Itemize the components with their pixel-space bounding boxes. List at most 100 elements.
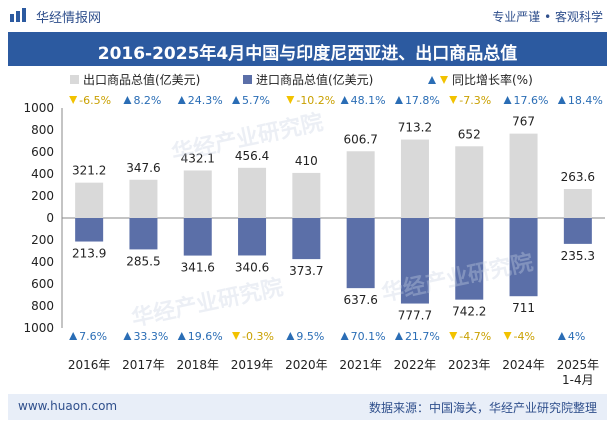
- export-growth-label: 24.3%: [188, 94, 223, 107]
- export-bar: [563, 189, 592, 218]
- export-bar: [509, 133, 538, 218]
- import-value-label: 285.5: [126, 254, 160, 268]
- footer-bar: www.huaon.com 数据来源：中国海关，华经产业研究院整理: [8, 394, 607, 420]
- export-value-label: 456.4: [235, 149, 269, 163]
- y-tick-label: 600: [31, 277, 54, 291]
- export-growth-label: -7.3%: [459, 94, 491, 107]
- export-growth-up-arrow-icon: [123, 96, 132, 104]
- import-growth-label: 4%: [568, 330, 585, 343]
- x-tick-label: 2022年: [394, 358, 437, 372]
- y-tick-label: 1000: [23, 321, 54, 335]
- export-growth-up-arrow-icon: [394, 96, 403, 104]
- import-bar: [75, 218, 104, 242]
- legend-up-arrow-icon: [428, 76, 436, 84]
- export-value-label: 321.2: [72, 164, 106, 178]
- legend-swatch-import: [243, 75, 252, 84]
- export-growth-label: 5.7%: [242, 94, 270, 107]
- x-tick-label: 2024年: [502, 358, 545, 372]
- chart-title: 2016-2025年4月中国与印度尼西亚进、出口商品总值: [97, 44, 518, 64]
- import-growth-up-arrow-icon: [340, 332, 349, 340]
- import-value-label: 742.2: [452, 305, 486, 319]
- export-growth-label: -10.2%: [296, 94, 335, 107]
- import-growth-label: 9.5%: [296, 330, 324, 343]
- x-tick-label: 2017年: [122, 358, 165, 372]
- import-growth-up-arrow-icon: [394, 332, 403, 340]
- data-source: 数据来源：中国海关，华经产业研究院整理: [368, 401, 597, 415]
- y-tick-label: 400: [31, 255, 54, 269]
- import-value-label: 373.7: [289, 264, 323, 278]
- legend-swatch-export: [70, 75, 79, 84]
- import-bar: [238, 218, 267, 256]
- import-growth-up-arrow-icon: [557, 332, 566, 340]
- legend-label-export: 出口商品总值(亿美元): [83, 72, 200, 87]
- x-tick-label: 2021年: [339, 358, 382, 372]
- import-growth-label: 70.1%: [351, 330, 386, 343]
- export-bar: [346, 151, 375, 218]
- x-tick-label: 2020年: [285, 358, 328, 372]
- export-bar: [238, 167, 267, 218]
- export-growth-down-arrow-icon: [449, 96, 458, 104]
- x-tick-label: 2025年: [557, 358, 600, 372]
- import-bar: [400, 218, 429, 304]
- chart: 出口商品总值(亿美元) 进口商品总值(亿美元) 同比增长率(%) 1000 800 600…: [23, 72, 605, 387]
- brand-name: 华经情报网: [36, 11, 102, 26]
- export-value-label: 713.2: [398, 121, 432, 135]
- import-growth-label: 33.3%: [133, 330, 168, 343]
- y-tick-label: 800: [31, 123, 54, 137]
- import-bar: [563, 218, 592, 244]
- export-value-label: 767: [512, 115, 535, 129]
- import-value-label: 341.6: [181, 261, 215, 275]
- export-growth-up-arrow-icon: [557, 96, 566, 104]
- import-growth-label: 7.6%: [79, 330, 107, 343]
- top-bar: 华经情报网 专业严谨 • 客观科学: [0, 0, 615, 30]
- export-bar: [183, 170, 212, 218]
- import-growth-label: 21.7%: [405, 330, 440, 343]
- import-bar: [183, 218, 212, 256]
- import-growth-up-arrow-icon: [123, 332, 132, 340]
- import-growth-down-arrow-icon: [232, 332, 241, 340]
- export-growth-label: 18.4%: [568, 94, 603, 107]
- import-growth-label: 19.6%: [188, 330, 223, 343]
- legend-label-import: 进口商品总值(亿美元): [256, 72, 373, 87]
- title-bar: 2016-2025年4月中国与印度尼西亚进、出口商品总值: [8, 32, 607, 66]
- x-tick-label: 1-4月: [562, 373, 594, 387]
- site-url: www.huaon.com: [18, 399, 118, 413]
- export-growth-down-arrow-icon: [69, 96, 78, 104]
- import-growth-label: -0.3%: [242, 330, 274, 343]
- export-growth-up-arrow-icon: [340, 96, 349, 104]
- import-bar: [346, 218, 375, 289]
- import-growth-down-arrow-icon: [449, 332, 458, 340]
- export-value-label: 263.6: [561, 170, 595, 184]
- export-growth-up-arrow-icon: [232, 96, 241, 104]
- export-bar: [75, 182, 104, 218]
- export-growth-label: 8.2%: [133, 94, 161, 107]
- brand-logo-icon: [10, 8, 26, 22]
- x-tick-label: 2023年: [448, 358, 491, 372]
- export-growth-label: 48.1%: [351, 94, 386, 107]
- import-bar: [292, 218, 321, 260]
- x-tick-label: 2019年: [231, 358, 274, 372]
- export-bar: [129, 179, 158, 218]
- brand-slogan: 专业严谨 • 客观科学: [492, 10, 603, 24]
- export-growth-label: 17.8%: [405, 94, 440, 107]
- import-bar: [509, 218, 538, 297]
- x-tick-label: 2016年: [68, 358, 111, 372]
- import-value-label: 213.9: [72, 247, 106, 261]
- y-tick-label: 200: [31, 189, 54, 203]
- y-tick-label: 600: [31, 145, 54, 159]
- import-value-label: 637.6: [343, 293, 377, 307]
- export-bar: [400, 139, 429, 218]
- import-growth-label: -4%: [514, 330, 535, 343]
- export-value-label: 347.6: [126, 161, 160, 175]
- legend-label-growth: 同比增长率(%): [452, 72, 533, 87]
- x-tick-label: 2018年: [176, 358, 219, 372]
- export-growth-label: -6.5%: [79, 94, 111, 107]
- export-growth-label: 17.6%: [514, 94, 549, 107]
- export-value-label: 606.7: [343, 132, 377, 146]
- export-growth-up-arrow-icon: [177, 96, 186, 104]
- import-bar: [455, 218, 484, 300]
- import-growth-up-arrow-icon: [69, 332, 78, 340]
- y-tick-label: 400: [31, 167, 54, 181]
- export-growth-down-arrow-icon: [286, 96, 295, 104]
- export-value-label: 410: [295, 154, 318, 168]
